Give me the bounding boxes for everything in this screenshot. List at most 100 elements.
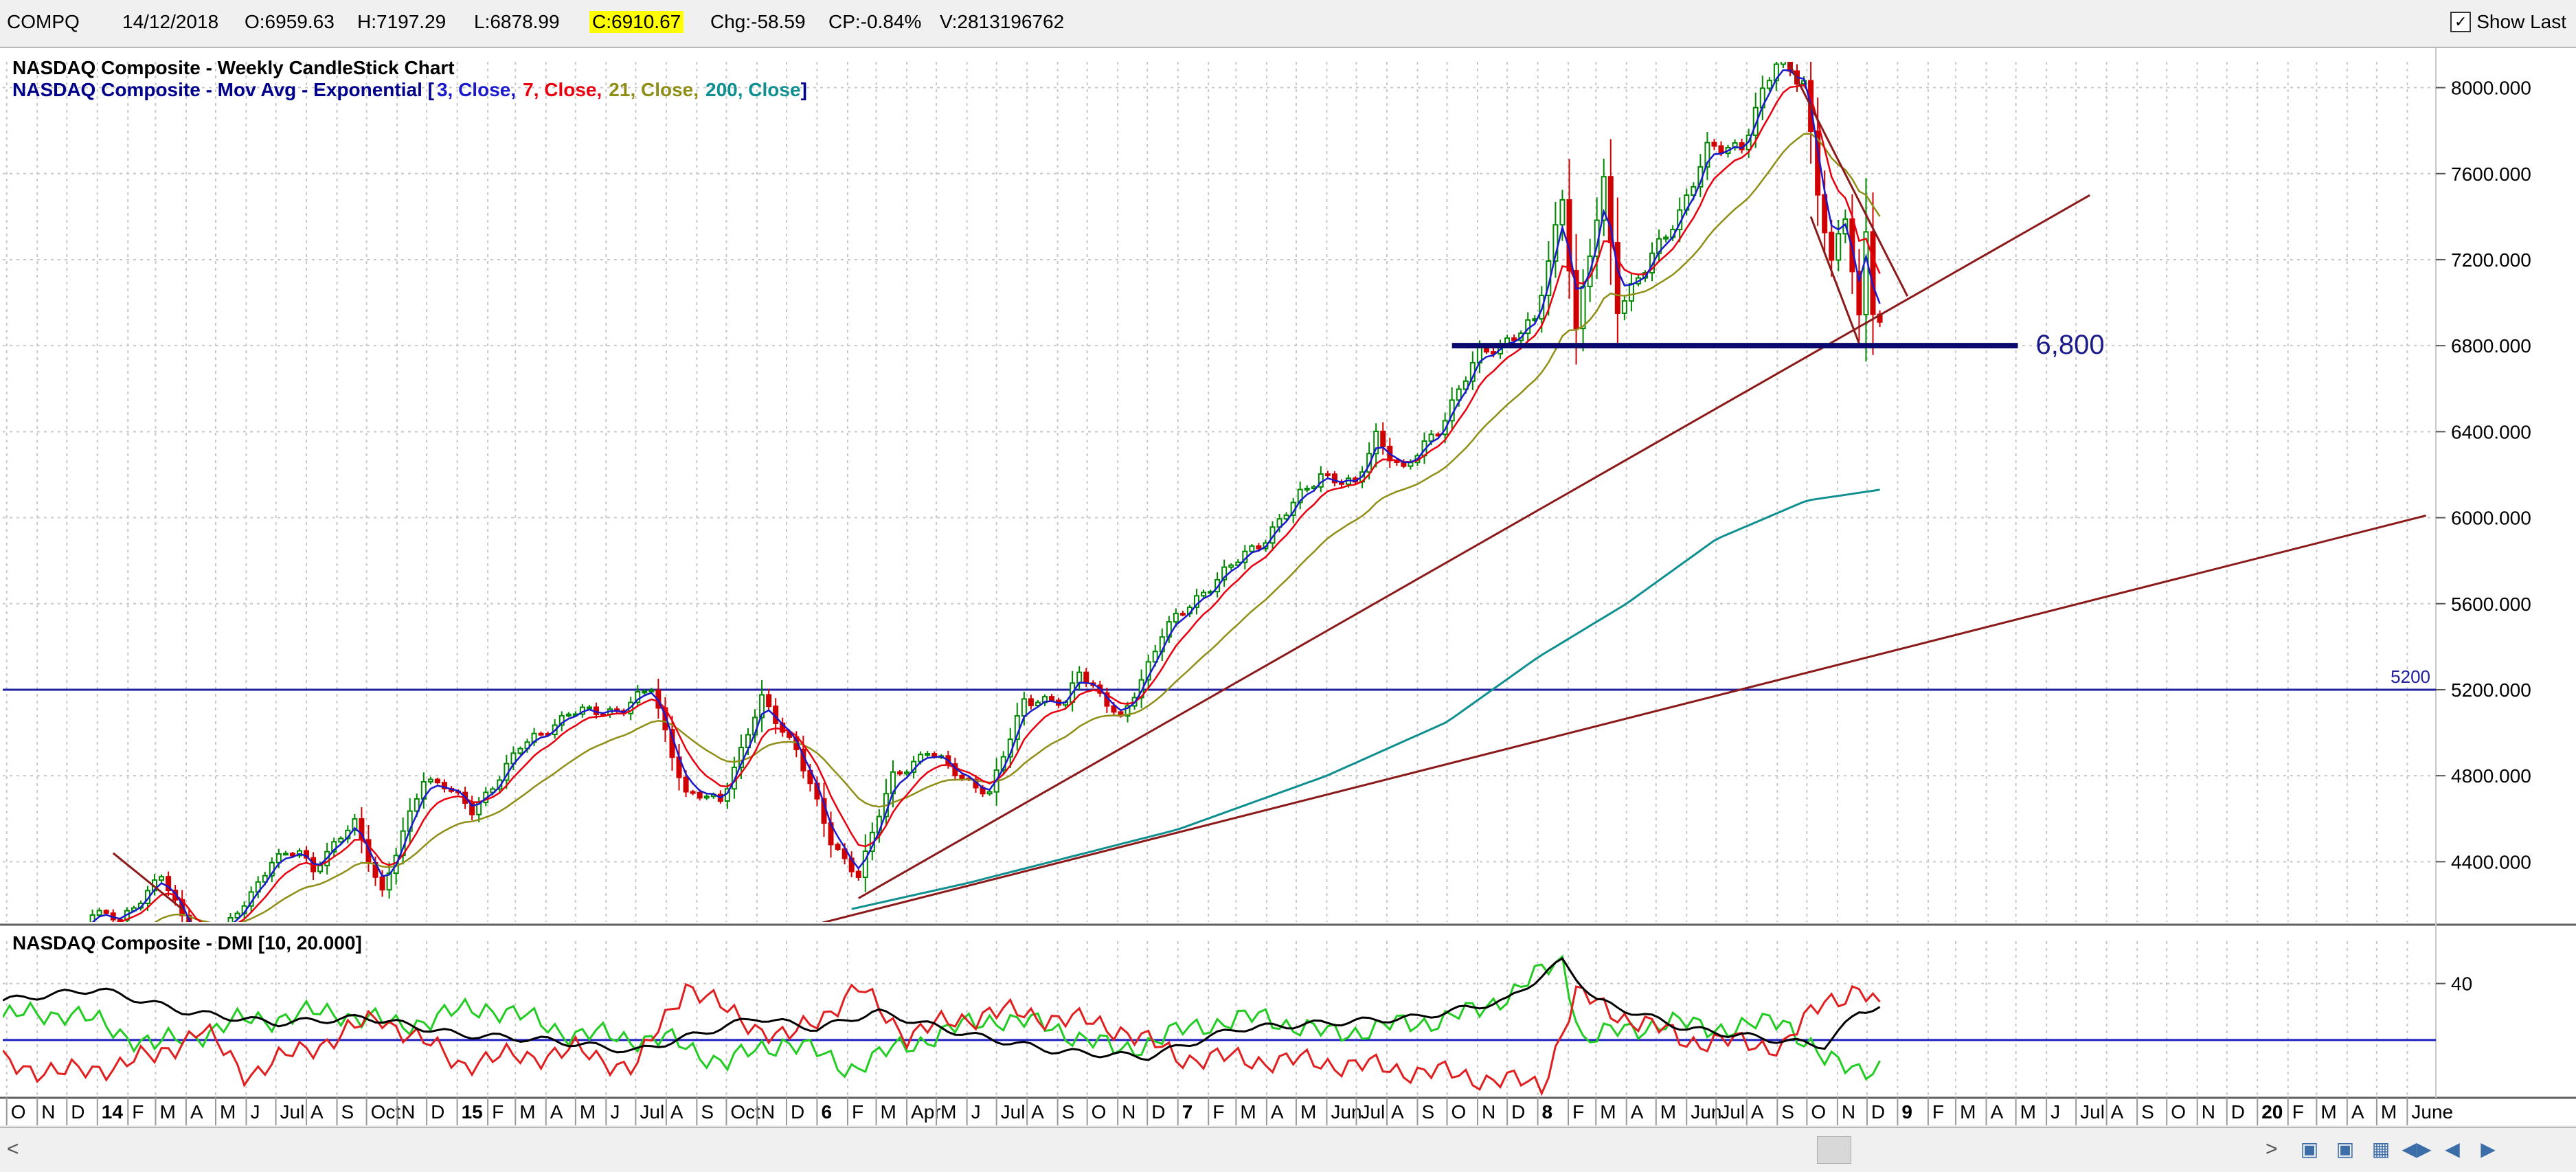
time-axis-label: M [519,1101,535,1123]
dmi-lines [3,954,2436,1096]
candle-body [1373,430,1379,455]
scroll-right-button[interactable]: > [2266,1138,2278,1160]
scroll-start-icon[interactable]: ◀▶ [2402,1138,2432,1160]
date-label: 14/12/2018 [122,11,219,32]
fit-icon[interactable]: ▦ [2371,1138,2391,1160]
price-axis-label: 6400.000 [2451,421,2531,442]
candle-body [1580,285,1586,330]
candle-body [304,850,310,859]
candle-body [697,791,703,799]
candle-body [1035,701,1041,706]
time-axis-label: A [670,1101,683,1123]
time-axis-label: N [761,1101,775,1123]
candle-body [1628,283,1634,302]
time-axis-label: O [1451,1101,1467,1123]
volume-label: V:2813196762 [940,11,1065,32]
candle-body [1663,236,1669,240]
candle-body [835,844,841,850]
candle-body [959,774,965,780]
candle-body [1428,433,1434,442]
time-axis-label: D [431,1101,444,1123]
time-axis-label: F [1212,1101,1224,1123]
candle-body [49,953,53,963]
candle-body [1111,705,1117,713]
time-axis-label: A [2111,1101,2124,1123]
time-axis-label: M [1960,1101,1976,1123]
time-axis-label: M [2020,1101,2036,1123]
candle-body [427,778,433,783]
zoom-in-icon[interactable]: ▣ [2300,1138,2319,1160]
time-axis-label: A [1751,1101,1764,1123]
dmi-axis-label: 40 [2451,973,2472,995]
price-axis-label: 6000.000 [2451,508,2531,529]
quote-header: COMPQ 14/12/2018 O:6959.63 H:7197.29 L:6… [0,0,2576,48]
time-axis: O N D 14 F M A M J Jul A S Oct N D 15 F M A M J Jul A S Oct N D 6 F M… [5,1096,2453,1125]
time-axis-label: M [1660,1101,1676,1123]
time-axis-label: A [310,1101,324,1123]
show-last-toggle[interactable]: ✓ Show Last [2450,11,2566,33]
time-axis-label: A [2351,1101,2364,1123]
time-axis-label: Jun [1691,1101,1721,1123]
candle-body [538,732,544,736]
time-axis-label: J [610,1101,620,1123]
time-axis-label: O [11,1101,26,1123]
time-axis-label: Jun [1331,1101,1362,1123]
candle-body [117,919,123,922]
open-label: O:6959.63 [245,11,335,32]
ema-legend-suffix: ] [801,79,807,100]
scroll-left-button[interactable]: < [7,1138,19,1160]
time-axis-label: A [550,1101,563,1123]
candle-body [1145,661,1151,681]
dmi-title: NASDAQ Composite - DMI [10, 20.000] [12,932,362,954]
candle-body [635,691,641,703]
ema21-line [154,133,1881,922]
candle-body [1324,473,1331,476]
minus-di-line [3,982,1881,1096]
scroll-bar[interactable]: < > ▣ ▣ ▦ ◀▶ ◀ ▶ [0,1127,2576,1172]
candle-body [1863,231,1869,315]
price-axis-label: 4800.000 [2451,765,2531,787]
candle-body [1573,270,1579,330]
time-axis-label: F [1572,1101,1584,1123]
time-axis-label: D [1871,1101,1885,1123]
step-forward-icon[interactable]: ▶ [2481,1138,2496,1160]
time-axis-label: Oct [371,1101,401,1123]
time-axis-label: Jul [1001,1101,1026,1123]
candle-body [166,876,172,892]
candle-body [986,791,993,795]
candle-body [738,747,744,768]
candle-body [931,753,938,758]
uptrend-long-trendline [821,514,2427,922]
zoom-out-icon[interactable]: ▣ [2336,1138,2355,1160]
price-axis-label: 7600.000 [2451,164,2531,185]
show-last-checkbox[interactable]: ✓ [2450,12,2472,32]
time-axis-label: S [701,1101,714,1123]
2014-channel-top-trendline [112,852,183,910]
candle-body [1691,185,1697,196]
time-axis-label: Jul [280,1101,305,1123]
step-back-icon[interactable]: ◀ [2445,1138,2460,1160]
time-axis-label: 15 [462,1101,483,1123]
time-axis-label: A [1631,1101,1644,1123]
candle-body [1601,176,1607,221]
candle-body [648,689,655,692]
scroll-thumb[interactable] [1817,1136,1851,1164]
candle-body [586,706,592,710]
candle-body [1076,671,1083,684]
candle-body [89,914,95,922]
time-axis-label: M [580,1101,596,1123]
uptrend-2016-trendline [857,194,2090,899]
time-axis-label: M [1300,1101,1316,1123]
time-axis-label: A [190,1101,203,1123]
candle-body [925,753,931,756]
candle-body [1462,380,1469,390]
candle-body [1228,564,1234,568]
candle-body [1614,242,1620,314]
candle-body [1766,80,1772,89]
time-axis-label: D [1151,1101,1165,1123]
chart-svg[interactable]: 5200 6,800 4400.000 4800.000 5200.000 5600.… [0,48,2576,1125]
time-axis-label: M [159,1101,175,1123]
support-6800-label: 6,800 [2035,330,2104,360]
candle-body [1621,300,1627,314]
chart-area[interactable]: 5200 6,800 4400.000 4800.000 5200.000 5600.… [0,48,2576,1125]
